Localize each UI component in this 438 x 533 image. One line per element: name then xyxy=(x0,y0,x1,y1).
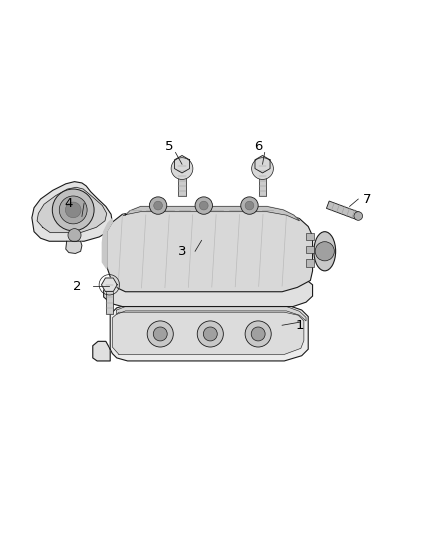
Circle shape xyxy=(52,189,94,231)
Text: 1: 1 xyxy=(295,319,304,332)
Circle shape xyxy=(199,201,208,210)
Circle shape xyxy=(149,197,167,214)
Polygon shape xyxy=(174,156,190,173)
Polygon shape xyxy=(32,182,113,241)
Circle shape xyxy=(315,241,334,261)
Text: 5: 5 xyxy=(165,140,173,154)
Polygon shape xyxy=(117,306,306,321)
Circle shape xyxy=(203,327,217,341)
Circle shape xyxy=(65,202,81,218)
Circle shape xyxy=(171,158,193,180)
FancyBboxPatch shape xyxy=(306,246,314,254)
Circle shape xyxy=(153,327,167,341)
Circle shape xyxy=(354,212,363,220)
Text: 4: 4 xyxy=(65,197,73,210)
Polygon shape xyxy=(113,312,304,354)
Polygon shape xyxy=(37,187,107,232)
Polygon shape xyxy=(104,276,313,306)
Circle shape xyxy=(241,197,258,214)
Ellipse shape xyxy=(314,232,336,271)
Circle shape xyxy=(252,158,273,180)
Polygon shape xyxy=(106,285,113,314)
Circle shape xyxy=(154,201,162,210)
Text: 6: 6 xyxy=(254,140,262,154)
Polygon shape xyxy=(107,211,313,292)
Circle shape xyxy=(195,197,212,214)
Circle shape xyxy=(68,229,81,241)
Polygon shape xyxy=(110,305,308,361)
Polygon shape xyxy=(326,201,360,220)
Polygon shape xyxy=(178,166,186,196)
Polygon shape xyxy=(255,156,270,173)
Circle shape xyxy=(251,327,265,341)
Circle shape xyxy=(147,321,173,347)
Polygon shape xyxy=(123,206,300,221)
Polygon shape xyxy=(102,278,117,292)
Circle shape xyxy=(197,321,223,347)
Circle shape xyxy=(59,196,87,224)
FancyBboxPatch shape xyxy=(306,232,314,240)
Polygon shape xyxy=(66,241,82,254)
Circle shape xyxy=(245,321,271,347)
Text: 3: 3 xyxy=(178,245,186,258)
FancyBboxPatch shape xyxy=(306,259,314,266)
Text: 7: 7 xyxy=(363,192,371,206)
Polygon shape xyxy=(258,166,266,196)
Polygon shape xyxy=(93,341,110,361)
Polygon shape xyxy=(102,219,113,269)
Circle shape xyxy=(245,201,254,210)
Text: 2: 2 xyxy=(73,280,82,293)
